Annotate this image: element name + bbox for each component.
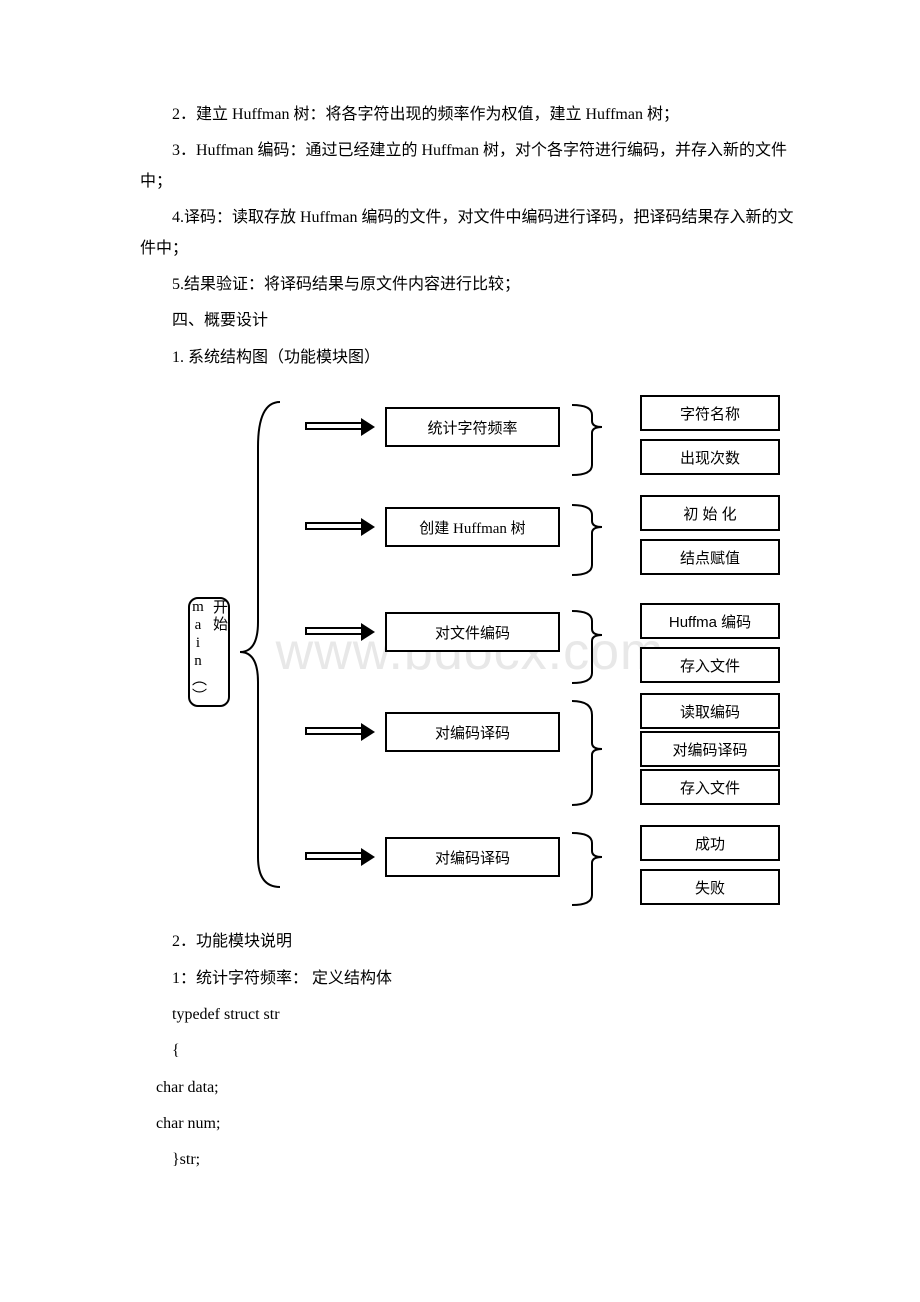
code-line-3: char data; (140, 1073, 800, 1103)
brace-r5 (572, 833, 602, 905)
code-line-1: typedef struct str (140, 1000, 800, 1030)
para-6: 1. 系统结构图（功能模块图） (140, 343, 800, 373)
code-line-5: }str; (140, 1145, 800, 1175)
para-8: 1：统计字符频率： 定义结构体 (140, 964, 800, 994)
para-7: 2．功能模块说明 (140, 927, 800, 957)
code-line-4: char num; (140, 1109, 800, 1139)
right-box-5b: 失败 (640, 869, 780, 905)
para-5: 5.结果验证：将译码结果与原文件内容进行比较； (140, 270, 800, 300)
heading-4: 四、概要设计 (140, 306, 800, 336)
para-3: 3．Huffman 编码：通过已经建立的 Huffman 树，对个各字符进行编码… (140, 136, 800, 197)
para-2: 2．建立 Huffman 树：将各字符出现的频率作为权值，建立 Huffman … (140, 100, 800, 130)
system-structure-diagram: www.bdocx.com 开始 main（） 统计字符频率 字符名称 出现次数… (140, 387, 800, 907)
para-4: 4.译码：读取存放 Huffman 编码的文件，对文件中编码进行译码，把译码结果… (140, 203, 800, 264)
code-line-2: { (140, 1036, 800, 1066)
right-box-5a: 成功 (640, 825, 780, 861)
